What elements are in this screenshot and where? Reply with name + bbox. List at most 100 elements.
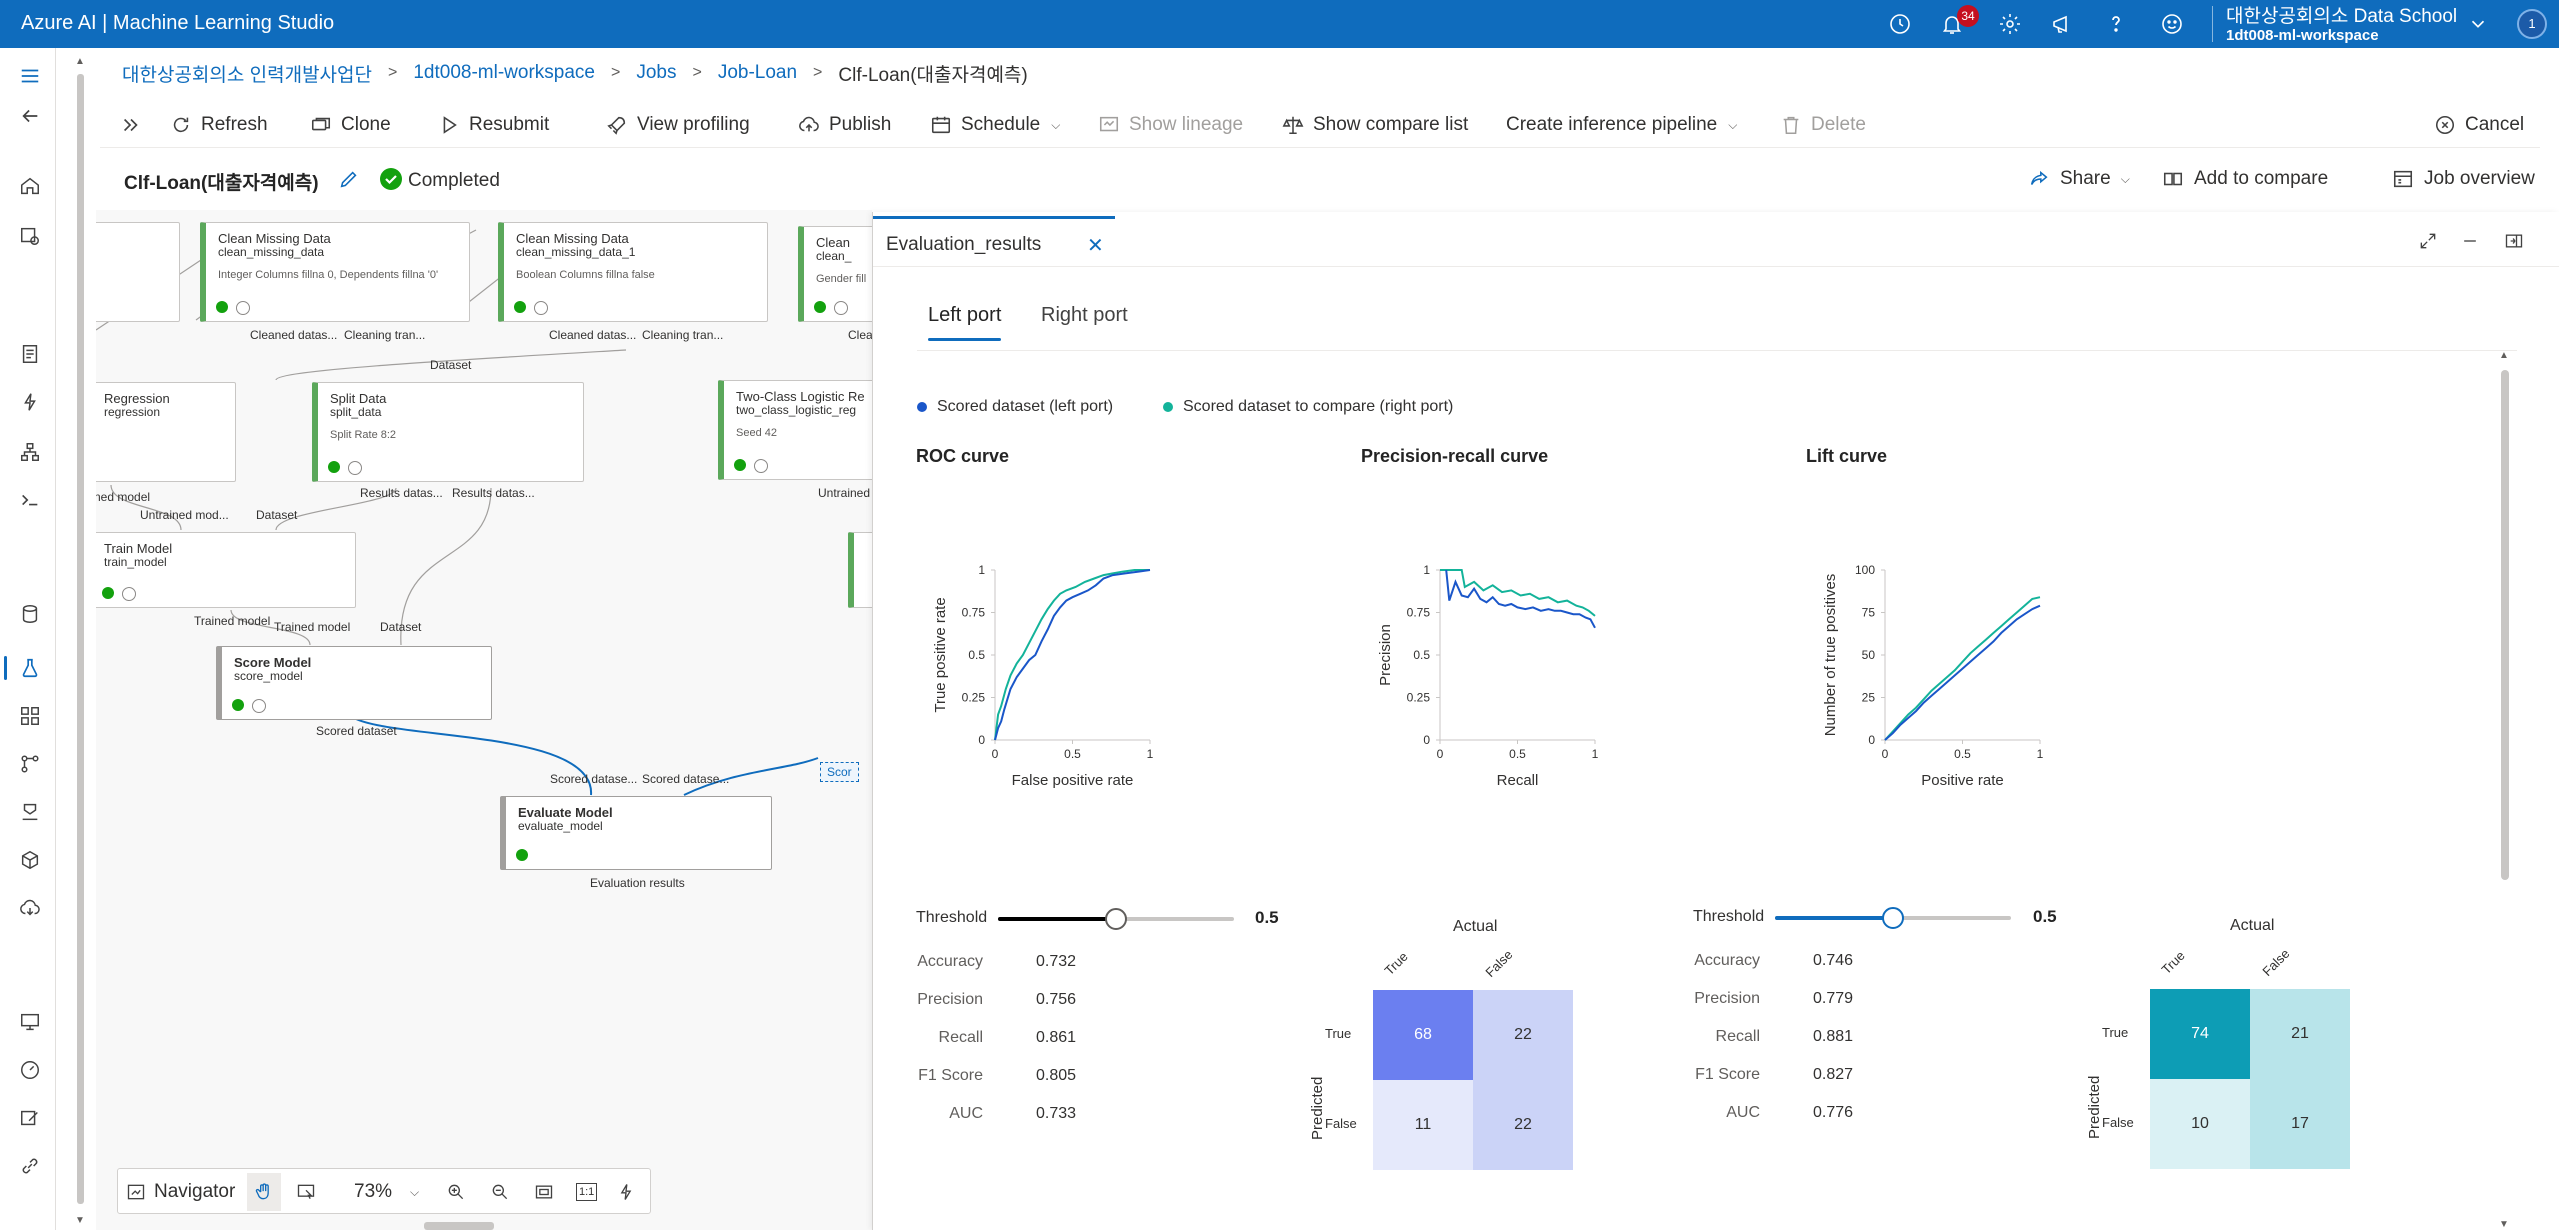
endpoints-icon[interactable] [18, 896, 42, 920]
pipelines-icon[interactable] [18, 752, 42, 776]
hand-pan-icon[interactable] [254, 1181, 274, 1203]
notebooks-icon[interactable] [18, 342, 42, 366]
data-labeling-icon[interactable] [18, 1106, 42, 1130]
scroll-thumb[interactable] [2501, 370, 2509, 880]
automated-ml-icon[interactable] [18, 390, 42, 414]
expand-icon[interactable] [2417, 230, 2439, 252]
model-catalog-icon[interactable] [18, 224, 42, 248]
monitoring-icon[interactable] [18, 1058, 42, 1082]
home-icon[interactable] [18, 174, 42, 198]
pipeline-node[interactable] [96, 222, 180, 322]
breadcrumb-org[interactable]: 대한상공회의소 인력개발사업단 [122, 64, 372, 86]
clock-icon[interactable] [1884, 8, 1916, 40]
node-title: Score Model [234, 655, 312, 670]
refresh-button[interactable]: Refresh [170, 112, 268, 138]
scroll-up-icon[interactable]: ▲ [75, 56, 85, 67]
y-tick-label: 25 [1862, 691, 1876, 705]
pipeline-node-regression[interactable]: Regression regression [96, 382, 236, 482]
pipeline-node-score-model[interactable]: Score Model score_model [216, 646, 492, 720]
chevron-down-icon[interactable] [2467, 13, 2489, 40]
zoom-out-icon[interactable] [490, 1181, 510, 1203]
zoom-level-dropdown[interactable]: 73% ⌵ [354, 1181, 420, 1202]
canvas-horizontal-scrollbar[interactable] [424, 1222, 494, 1230]
y-tick-label: 0.25 [962, 691, 986, 705]
jobs-flask-icon[interactable] [18, 656, 42, 680]
pipeline-node-split-data[interactable]: Split Data split_data Split Rate 8:2 [312, 382, 584, 482]
pipeline-node-partial[interactable] [848, 532, 872, 608]
compute-icon[interactable] [18, 1010, 42, 1034]
evaluation-results-tab[interactable]: Evaluation_results ✕ [873, 216, 1115, 264]
scroll-down-icon[interactable]: ▼ [2499, 1219, 2509, 1230]
scroll-up-icon[interactable]: ▲ [2499, 350, 2509, 361]
workspace-name[interactable]: 1dt008-ml-workspace [2226, 27, 2379, 44]
share-button[interactable]: Share ⌵ [2028, 168, 2130, 190]
scroll-thumb[interactable] [77, 74, 84, 1204]
dock-panel-icon[interactable] [2503, 230, 2525, 252]
pencil-edit-icon[interactable] [338, 168, 360, 195]
left-scrollbar[interactable]: ▲ ▼ [74, 56, 86, 1226]
navigator-button[interactable]: Navigator [126, 1181, 235, 1203]
show-lineage-button[interactable]: Show lineage [1098, 112, 1243, 138]
port-label-dragging[interactable]: Scor [820, 762, 859, 782]
zoom-in-icon[interactable] [446, 1181, 466, 1203]
gear-icon[interactable] [1994, 8, 2026, 40]
expand-panel-icon[interactable] [120, 112, 142, 138]
publish-button[interactable]: Publish [798, 112, 891, 138]
select-pointer-icon[interactable] [296, 1181, 316, 1203]
breadcrumb-jobs[interactable]: Jobs [636, 62, 677, 83]
view-profiling-button[interactable]: View profiling [606, 112, 750, 138]
models-cube-icon[interactable] [18, 848, 42, 872]
megaphone-icon[interactable] [2046, 8, 2078, 40]
legend-item-right-port: Scored dataset to compare (right port) [1163, 398, 1453, 416]
smiley-feedback-icon[interactable] [2156, 8, 2188, 40]
linked-services-icon[interactable] [18, 1154, 42, 1178]
delete-button[interactable]: Delete [1780, 112, 1866, 138]
back-arrow-icon[interactable] [18, 104, 42, 128]
create-inference-pipeline-button[interactable]: Create inference pipeline ⌵ [1506, 114, 1738, 135]
cm-cell: 22 [1473, 1080, 1573, 1170]
clone-button[interactable]: Clone [310, 112, 391, 138]
resubmit-button[interactable]: Resubmit [438, 112, 549, 138]
avatar[interactable]: 1 [2517, 9, 2547, 39]
breadcrumb-workspace[interactable]: 1dt008-ml-workspace [413, 62, 595, 83]
pipeline-node-clean-partial[interactable]: Clean clean_ Gender fill [798, 226, 872, 322]
actual-size-button[interactable]: 1:1 [576, 1183, 598, 1201]
bell-icon[interactable] [1936, 8, 1968, 40]
add-to-compare-button[interactable]: Add to compare [2162, 168, 2328, 190]
minimize-icon[interactable] [2459, 230, 2481, 252]
prompt-flow-icon[interactable] [18, 488, 42, 512]
threshold-slider-thumb[interactable] [1882, 907, 1904, 929]
pipeline-node-clean-missing-data-1[interactable]: Clean Missing Data clean_missing_data_1 … [498, 222, 768, 322]
pipeline-canvas[interactable]: Clean Missing Data clean_missing_data In… [96, 210, 872, 1230]
panel-scrollbar[interactable]: ▲ ▼ [2499, 350, 2511, 1230]
pipeline-node-clean-missing-data[interactable]: Clean Missing Data clean_missing_data In… [200, 222, 470, 322]
environments-icon[interactable] [18, 800, 42, 824]
job-overview-button[interactable]: Job overview [2392, 168, 2535, 190]
account-name[interactable]: 대한상공회의소 Data School [2226, 6, 2458, 27]
data-icon[interactable] [18, 602, 42, 626]
show-compare-list-button[interactable]: Show compare list [1282, 112, 1468, 138]
pipeline-node-evaluate-model[interactable]: Evaluate Model evaluate_model [500, 796, 772, 870]
node-title: Clean Missing Data [516, 231, 629, 246]
pipeline-node-two-class-logistic[interactable]: Two-Class Logistic Re two_class_logistic… [718, 380, 872, 480]
hamburger-menu-icon[interactable] [18, 64, 42, 88]
series-line [994, 569, 1150, 741]
tab-left-port[interactable]: Left port [928, 304, 1002, 341]
app-title[interactable]: Azure AI | Machine Learning Studio [21, 12, 335, 34]
canvas-navigator-toolbar: Navigator 73% ⌵ 1:1 [117, 1168, 651, 1214]
calendar-icon [931, 116, 951, 134]
breadcrumb-experiment[interactable]: Job-Loan [717, 62, 798, 83]
fit-to-screen-icon[interactable] [534, 1181, 554, 1203]
help-icon[interactable] [2100, 8, 2132, 40]
auto-layout-icon[interactable] [616, 1181, 636, 1203]
cancel-button[interactable]: Cancel [2434, 112, 2524, 138]
threshold-label: Threshold [1693, 908, 1765, 925]
close-icon[interactable]: ✕ [1087, 235, 1104, 257]
tab-right-port[interactable]: Right port [1041, 304, 1128, 326]
threshold-slider-thumb[interactable] [1105, 908, 1127, 930]
designer-icon[interactable] [18, 440, 42, 464]
pipeline-node-train-model[interactable]: Train Model train_model [96, 532, 356, 608]
scroll-down-icon[interactable]: ▼ [75, 1215, 85, 1226]
components-icon[interactable] [18, 704, 42, 728]
schedule-button[interactable]: Schedule ⌵ [930, 112, 1060, 138]
